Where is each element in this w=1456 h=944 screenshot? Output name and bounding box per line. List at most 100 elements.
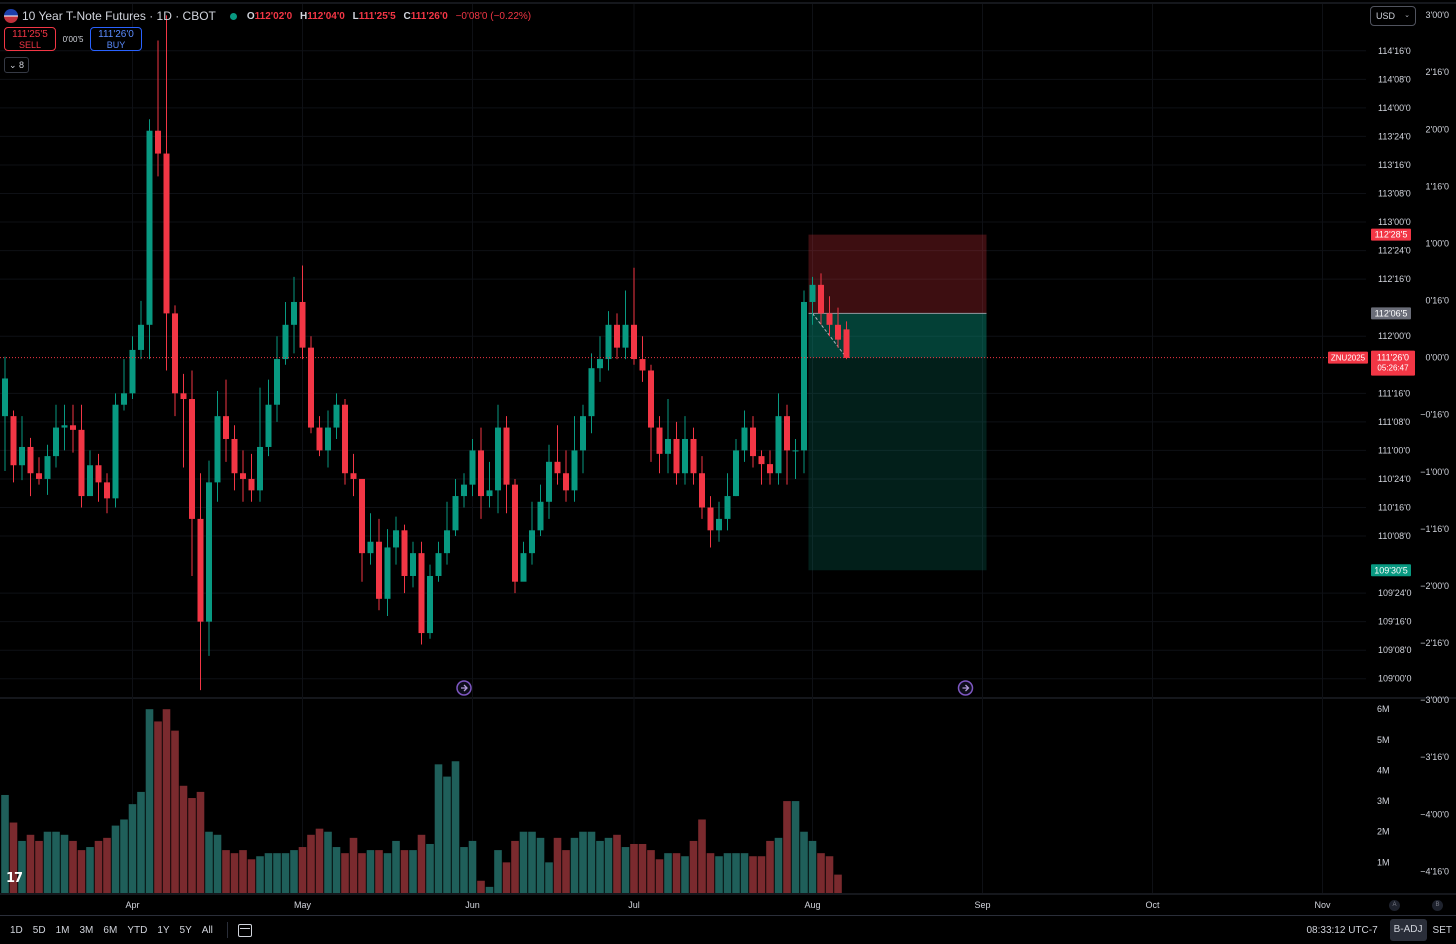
volume-bar bbox=[392, 840, 400, 893]
candle bbox=[410, 541, 416, 588]
candle bbox=[172, 305, 178, 417]
candle bbox=[214, 391, 221, 502]
chart-canvas[interactable]: 114'16'0 114'08'0 114'00'0 113'24'0 113'16'0… bbox=[0, 0, 1456, 915]
price-axis[interactable]: 114'16'0 114'08'0 114'00'0 113'24'0 113'16'0… bbox=[1378, 46, 1411, 684]
time-axis[interactable]: Apr May Jun Jul Aug Sep Oct Nov bbox=[125, 900, 1331, 910]
volume-bar bbox=[715, 856, 723, 893]
volume-bar bbox=[749, 856, 757, 893]
volume-bar bbox=[290, 850, 298, 893]
candle bbox=[78, 404, 85, 508]
price-tick-label: 109'00'0 bbox=[1378, 674, 1411, 684]
candle bbox=[631, 267, 637, 365]
candle bbox=[325, 410, 331, 468]
symbol-title[interactable]: 10 Year T-Note Futures · 1D · CBOT bbox=[22, 9, 216, 23]
candle bbox=[299, 265, 306, 360]
range-ytd[interactable]: YTD bbox=[127, 924, 148, 936]
adjustment-toggle[interactable]: B-ADJ bbox=[1389, 919, 1427, 941]
target-price-badge-text: 109'30'5 bbox=[1374, 565, 1407, 575]
clock[interactable]: 08:33:12 UTC-7 bbox=[1306, 924, 1378, 936]
candle bbox=[138, 300, 144, 360]
candle-body bbox=[129, 349, 136, 394]
volume-bar bbox=[494, 850, 502, 893]
marker-b[interactable]: B bbox=[1432, 900, 1443, 911]
offset-axis[interactable]: 4'00'03'16'03'00'02'16'02'00'01'16'01'00… bbox=[1420, 0, 1449, 876]
axis-badges: 112'28'5 112'06'5 109'30'5 111'26'005:26:47… bbox=[1328, 228, 1415, 577]
candle bbox=[639, 336, 646, 382]
candle-body bbox=[36, 473, 42, 479]
range-1m[interactable]: 1M bbox=[55, 924, 70, 936]
volume-bar bbox=[655, 859, 664, 893]
candle-body bbox=[95, 465, 102, 483]
candle-body bbox=[189, 399, 195, 519]
candle-body bbox=[427, 575, 433, 634]
candle-body bbox=[478, 450, 484, 497]
candle bbox=[418, 541, 425, 645]
candle bbox=[291, 276, 297, 354]
volume-bar bbox=[545, 862, 553, 893]
price-tick-label: 110'16'0 bbox=[1378, 502, 1411, 512]
candle bbox=[112, 393, 119, 508]
sell-price: 111'25'5 bbox=[12, 29, 48, 40]
market-open-icon bbox=[229, 12, 237, 20]
candle bbox=[605, 311, 612, 371]
volume-bar bbox=[307, 834, 315, 893]
candle bbox=[452, 478, 459, 537]
candle bbox=[699, 456, 705, 519]
candle bbox=[44, 444, 51, 495]
candle bbox=[673, 421, 680, 485]
currency-select[interactable]: USD ⌄ bbox=[1370, 6, 1416, 26]
candle bbox=[656, 416, 663, 474]
candle-body bbox=[401, 530, 408, 576]
marker-a[interactable]: A bbox=[1389, 900, 1400, 911]
candle-body bbox=[342, 404, 348, 474]
candle-body bbox=[452, 496, 459, 531]
calendar-icon[interactable] bbox=[237, 923, 252, 937]
high-label: H bbox=[300, 10, 308, 22]
price-tick-label: 113'16'0 bbox=[1378, 160, 1411, 170]
time-tick-label: Oct bbox=[1145, 900, 1160, 910]
volume-bar bbox=[247, 859, 256, 893]
candle-body bbox=[622, 324, 629, 348]
forward-circle-icon[interactable] bbox=[957, 680, 974, 696]
volume-bar bbox=[536, 837, 545, 893]
candle bbox=[444, 501, 450, 565]
price-tick-label: 113'08'0 bbox=[1378, 189, 1411, 199]
candle-body bbox=[818, 284, 824, 314]
candle-body bbox=[2, 378, 8, 417]
entry-price-badge: 112'06'5 bbox=[1371, 307, 1411, 320]
volume-bar bbox=[298, 847, 307, 893]
volume-bar bbox=[426, 843, 434, 893]
range-5y[interactable]: 5Y bbox=[179, 924, 192, 936]
price-tick-label: 112'24'0 bbox=[1378, 246, 1411, 256]
candle bbox=[546, 444, 552, 519]
range-3m[interactable]: 3M bbox=[79, 924, 94, 936]
candle-body bbox=[155, 130, 161, 154]
price-tick-label: 112'00'0 bbox=[1378, 331, 1411, 341]
range-1y[interactable]: 1Y bbox=[157, 924, 170, 936]
indicators-collapse-button[interactable]: ⌄ 8 bbox=[4, 57, 30, 73]
tradingview-logo-icon[interactable]: 17 bbox=[6, 871, 23, 886]
volume-axis[interactable]: 6M 5M 4M 3M 2M 1M bbox=[1377, 704, 1390, 867]
range-5d[interactable]: 5D bbox=[32, 924, 46, 936]
candle-body bbox=[393, 530, 399, 548]
volume-bar bbox=[120, 819, 128, 893]
session-toggle[interactable]: SET bbox=[1432, 924, 1452, 936]
sell-button[interactable]: 111'25'5 SELL bbox=[4, 27, 56, 51]
volume-bar bbox=[570, 837, 579, 893]
candle-body bbox=[656, 427, 663, 454]
candle bbox=[197, 473, 204, 691]
volume-bar bbox=[460, 847, 468, 893]
candle-body bbox=[648, 370, 654, 428]
short-position-tool[interactable] bbox=[808, 234, 987, 571]
buy-button[interactable]: 111'26'0 BUY bbox=[90, 27, 142, 51]
marker-arrow bbox=[962, 684, 970, 692]
candle-body bbox=[10, 416, 17, 466]
date-markers[interactable] bbox=[456, 680, 974, 696]
candle-body bbox=[265, 404, 272, 447]
range-all[interactable]: All bbox=[201, 924, 213, 936]
range-6m[interactable]: 6M bbox=[103, 924, 118, 936]
forward-circle-icon[interactable] bbox=[456, 680, 472, 696]
range-1d[interactable]: 1D bbox=[10, 924, 23, 936]
open-label: O bbox=[246, 10, 255, 22]
volume-bar bbox=[587, 831, 596, 893]
